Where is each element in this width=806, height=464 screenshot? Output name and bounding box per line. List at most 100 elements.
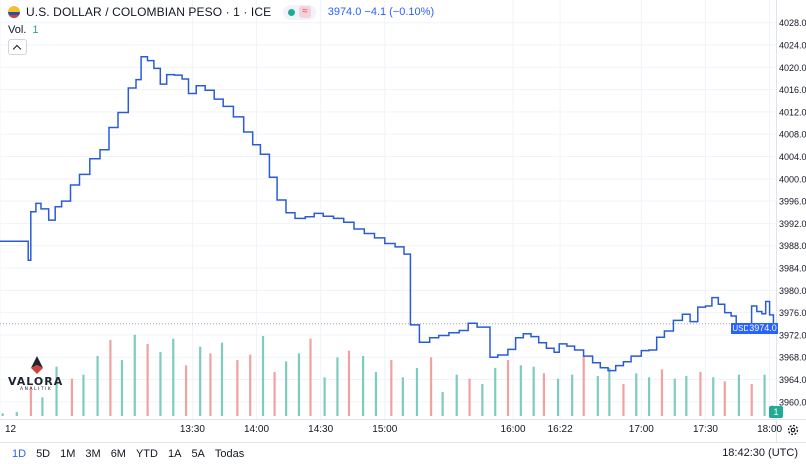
price-series-line bbox=[0, 55, 775, 372]
volume-bar-40 bbox=[519, 365, 522, 416]
volume-bar-30 bbox=[390, 360, 393, 416]
timeframe-3m[interactable]: 3M bbox=[85, 447, 101, 460]
volume-bar-43 bbox=[556, 378, 560, 416]
settings-gear-icon[interactable] bbox=[786, 423, 800, 437]
y-tick-label-0: 3960.0 bbox=[779, 397, 806, 407]
y-tick-label-16: 4024.0 bbox=[779, 41, 806, 51]
volume-bar-16 bbox=[209, 353, 212, 416]
volume-bar-36 bbox=[468, 378, 471, 416]
y-tick-label-8: 3992.0 bbox=[779, 219, 806, 229]
volume-bar-33 bbox=[429, 357, 433, 416]
volume-bar-8 bbox=[109, 340, 112, 416]
symbol-title[interactable]: U.S. DOLLAR / COLOMBIAN PESO · 1 · ICE bbox=[26, 5, 272, 19]
volume-bar-1 bbox=[15, 412, 18, 416]
volume-bar-39 bbox=[506, 360, 510, 416]
volume-bar-42 bbox=[542, 373, 546, 416]
volume-label: Vol. bbox=[8, 24, 27, 36]
volume-bar-0 bbox=[1, 413, 4, 416]
y-tick-label-2: 3968.0 bbox=[779, 353, 806, 363]
timeframe-6m[interactable]: 6M bbox=[110, 447, 126, 460]
volume-bar-55 bbox=[712, 377, 715, 416]
volume-bar-21 bbox=[273, 372, 276, 416]
x-tick-label-6: 16:22 bbox=[548, 424, 573, 435]
volume-bar-12 bbox=[159, 352, 162, 416]
y-tick-label-17: 4028.0 bbox=[779, 18, 806, 28]
volume-bar-5 bbox=[70, 378, 74, 416]
volume-bar-34 bbox=[441, 392, 444, 416]
volume-bar-44 bbox=[571, 374, 574, 416]
volume-bar-56 bbox=[723, 381, 726, 416]
x-tick-label-4: 15:00 bbox=[372, 424, 397, 435]
timeframe-5a[interactable]: 5A bbox=[191, 447, 205, 460]
volume-bar-57 bbox=[737, 374, 741, 416]
volume-bar-2 bbox=[29, 386, 32, 416]
timeframe-ytd[interactable]: YTD bbox=[135, 447, 158, 460]
volume-bar-50 bbox=[648, 377, 651, 416]
y-tick-label-13: 4012.0 bbox=[779, 107, 806, 117]
volume-bar-31 bbox=[401, 377, 404, 416]
x-tick-label-5: 16:00 bbox=[501, 424, 526, 435]
volume-bar-29 bbox=[374, 372, 378, 416]
volume-bar-53 bbox=[685, 376, 688, 416]
y-tick-label-15: 4020.0 bbox=[779, 63, 806, 73]
volume-bar-17 bbox=[220, 342, 224, 416]
volume-bar-15 bbox=[199, 346, 202, 416]
volume-value: 1 bbox=[32, 24, 39, 36]
y-tick-label-3: 3972.0 bbox=[779, 330, 806, 340]
volume-bar-20 bbox=[261, 336, 265, 416]
market-status-pill[interactable]: ≈ bbox=[283, 4, 316, 20]
volume-bar-35 bbox=[455, 374, 458, 416]
y-tick-label-1: 3964.0 bbox=[779, 375, 806, 385]
last-volume-tag: 1 bbox=[769, 406, 783, 418]
volume-bar-48 bbox=[622, 384, 625, 416]
volume-bar-10 bbox=[133, 334, 136, 416]
y-tick-label-6: 3984.0 bbox=[779, 264, 806, 274]
logo-subtitle: ANALITIK bbox=[20, 387, 53, 392]
x-tick-label-9: 18:00 bbox=[757, 424, 782, 435]
clock[interactable]: 18:42:30 (UTC) bbox=[722, 447, 798, 459]
timeframe-1d[interactable]: 1D bbox=[12, 447, 27, 460]
y-tick-label-7: 3988.0 bbox=[779, 241, 806, 251]
valora-logo: VALORA ANALITIK bbox=[8, 356, 68, 394]
last-price-tag: 3974.0 bbox=[748, 323, 778, 334]
volume-bar-26 bbox=[336, 357, 339, 416]
y-tick-label-10: 4000.0 bbox=[779, 174, 806, 184]
volume-bar-25 bbox=[323, 377, 326, 416]
volume-bar-11 bbox=[146, 344, 149, 416]
volume-bar-54 bbox=[699, 372, 702, 416]
y-tick-label-12: 4008.0 bbox=[779, 130, 806, 140]
timeframe-1m[interactable]: 1M bbox=[60, 447, 76, 460]
volume-bar-7 bbox=[96, 356, 99, 416]
x-tick-label-8: 17:30 bbox=[693, 424, 718, 435]
x-tick-label-0: 12 bbox=[5, 424, 17, 435]
collapse-legend-button[interactable] bbox=[8, 39, 27, 55]
volume-bar-38 bbox=[494, 368, 497, 416]
timeframe-1a[interactable]: 1A bbox=[167, 447, 182, 460]
bottom-toolbar: 1D 5D 1M 3M 6M YTD 1A 5A Todas 18:42:30 … bbox=[0, 442, 806, 464]
volume-bar-19 bbox=[249, 354, 252, 416]
volume-bar-51 bbox=[660, 369, 664, 416]
volume-bar-58 bbox=[750, 384, 753, 416]
price-quote: 3974.0 −4.1 (−0.10%) bbox=[327, 6, 435, 18]
delayed-data-badge: ≈ bbox=[299, 6, 311, 18]
volume-bar-13 bbox=[172, 338, 175, 416]
volume-bar-9 bbox=[120, 360, 124, 416]
x-tick-label-3: 14:30 bbox=[308, 424, 333, 435]
volume-legend[interactable]: Vol. 1 bbox=[8, 24, 38, 36]
timeframe-all[interactable]: Todas bbox=[214, 447, 245, 460]
flag-icon bbox=[8, 6, 20, 18]
volume-bar-6 bbox=[82, 374, 85, 416]
volume-bar-47 bbox=[608, 368, 611, 416]
volume-bar-27 bbox=[347, 350, 351, 416]
price-volume-chart[interactable]: 3960.0 3964.0 3968.0 3972.0 3976.0 3980.0 3984… bbox=[0, 0, 806, 442]
volume-bar-32 bbox=[415, 368, 419, 416]
volume-bar-18 bbox=[236, 360, 239, 416]
logo-name: VALORA bbox=[8, 375, 64, 388]
x-tick-label-2: 14:00 bbox=[244, 424, 269, 435]
volume-bar-28 bbox=[361, 356, 365, 416]
y-tick-label-9: 3996.0 bbox=[779, 197, 806, 207]
volume-bar-23 bbox=[297, 353, 301, 416]
volume-bar-4 bbox=[55, 366, 58, 416]
timeframe-5d[interactable]: 5D bbox=[36, 447, 51, 460]
y-tick-label-11: 4004.0 bbox=[779, 152, 806, 162]
